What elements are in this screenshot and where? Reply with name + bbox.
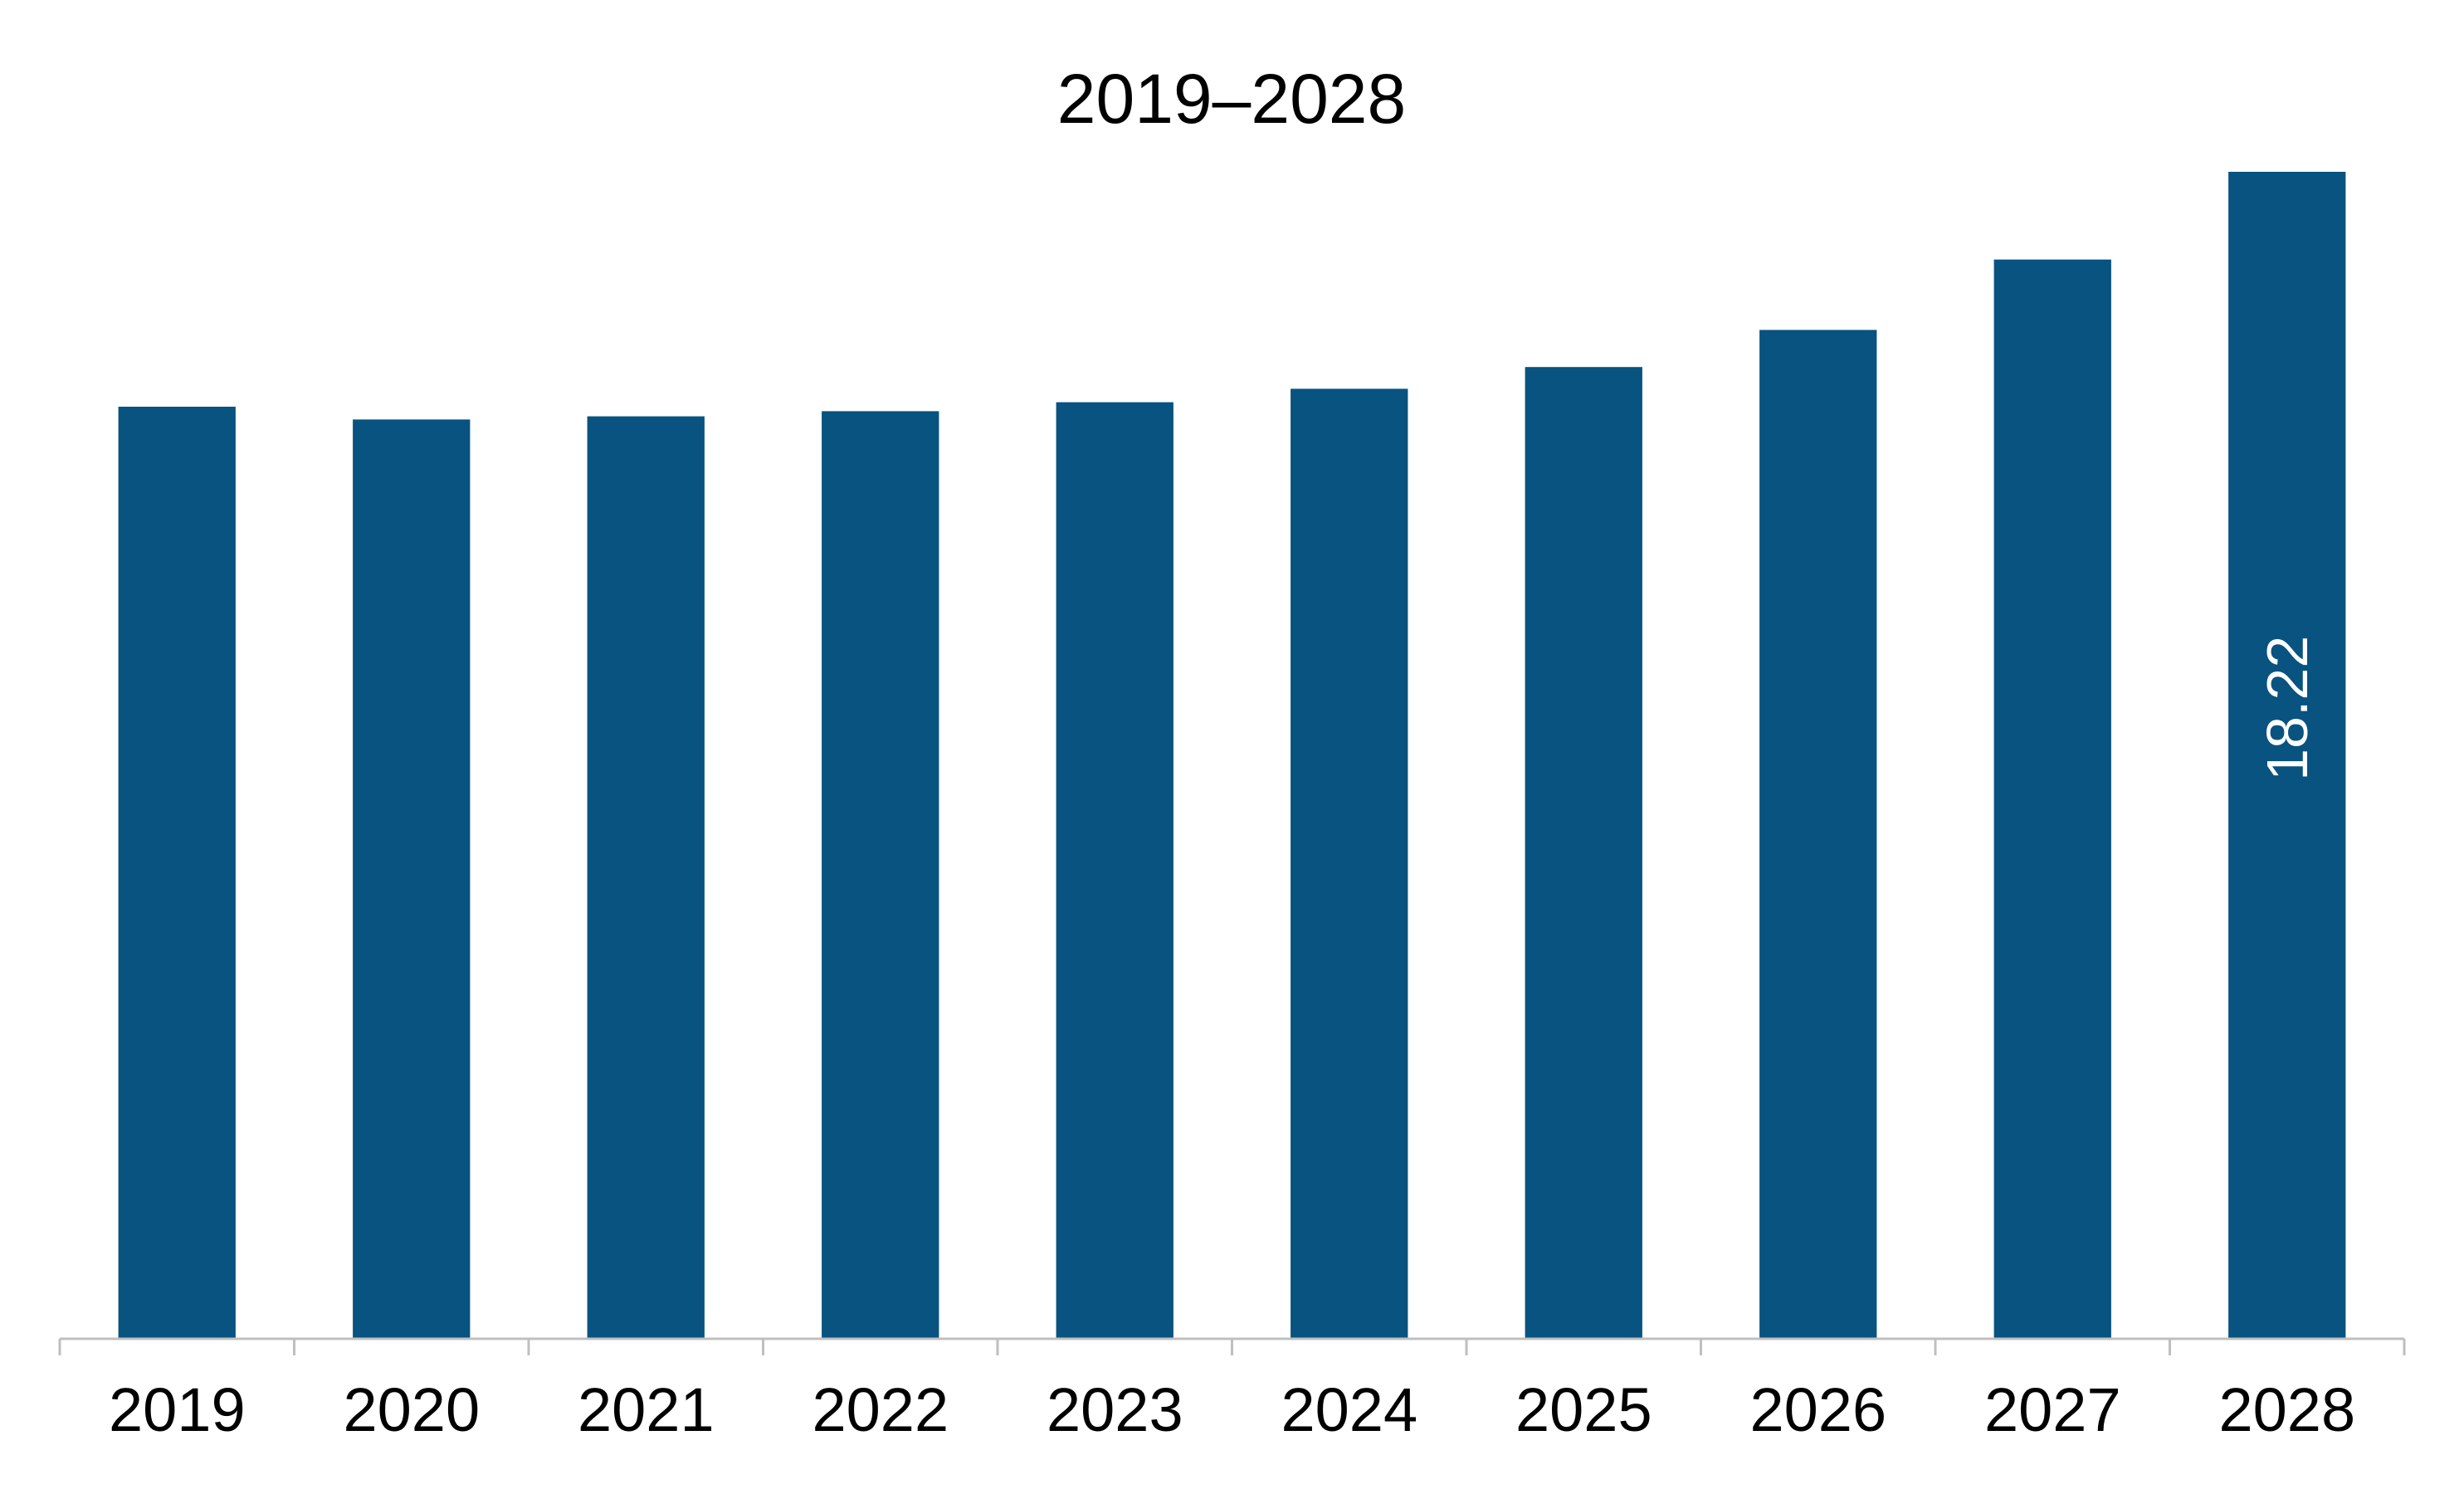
bar-2020 [353,419,471,1338]
data-labels: 18.22 [2255,636,2320,781]
tick-labels: 2019 2020 2021 2022 2023 2024 2025 2026 2027 2028 [109,1375,2355,1444]
data-label-2028: 18.22 [2255,636,2320,781]
bar-2024 [1291,388,1408,1338]
bar-2021 [587,416,705,1339]
bars-layer [118,172,2346,1339]
bar-2023 [1056,402,1173,1339]
bar-2026 [1759,330,1877,1338]
bar-2022 [822,411,939,1338]
x-tick-label-2021: 2021 [578,1375,715,1444]
x-tick-label-2025: 2025 [1515,1375,1652,1444]
x-tick-label-2022: 2022 [812,1375,949,1444]
chart-title: 2019–2028 [1057,60,1406,138]
bar-2025 [1525,367,1642,1339]
x-tick-label-2028: 2028 [2218,1375,2355,1444]
x-axis [58,1337,2406,1355]
bar-2027 [1993,259,2111,1339]
x-tick-label-2024: 2024 [1281,1375,1417,1444]
x-tick-label-2026: 2026 [1749,1375,1886,1444]
x-tick-label-2019: 2019 [109,1375,246,1444]
x-tick-label-2023: 2023 [1047,1375,1183,1444]
x-tick-label-2020: 2020 [343,1375,480,1444]
x-tick-label-2027: 2027 [1984,1375,2121,1444]
bar-2019 [118,407,236,1338]
bar-2028 [2228,172,2346,1338]
